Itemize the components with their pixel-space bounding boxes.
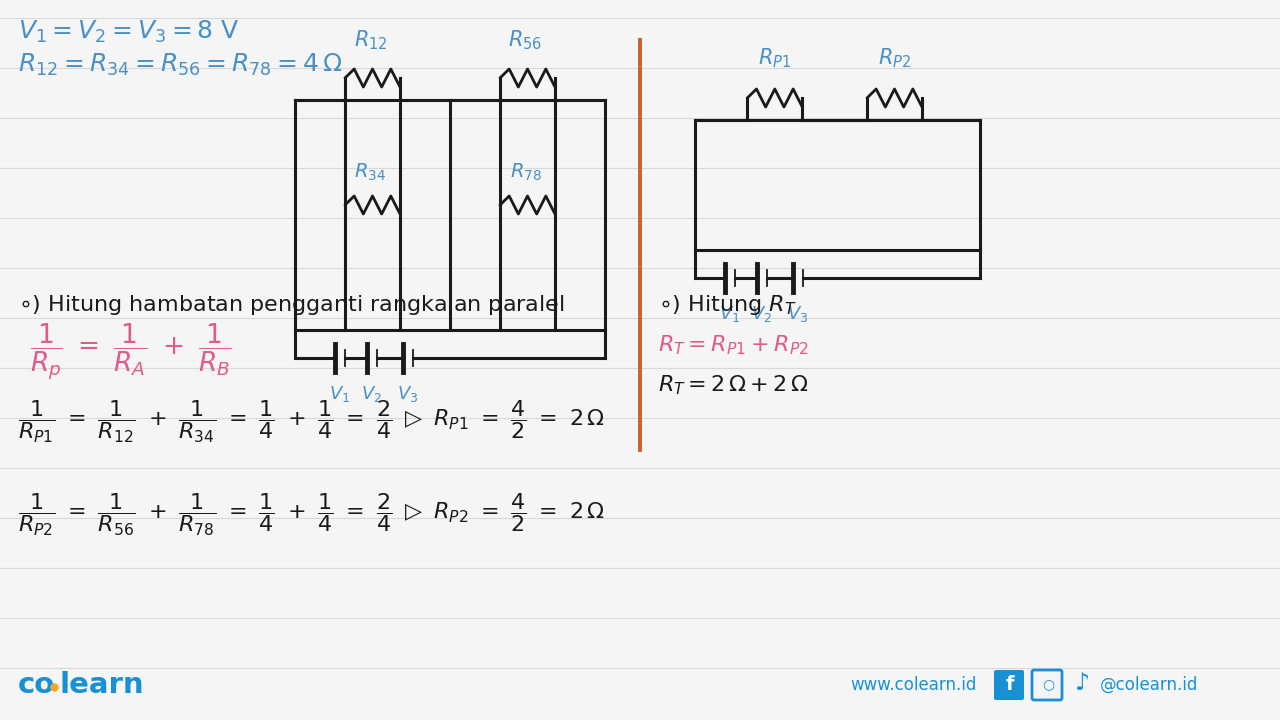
FancyBboxPatch shape [995,670,1024,700]
Text: $\dfrac{1}{R_{P1}}\ =\ \dfrac{1}{R_{12}}\ +\ \dfrac{1}{R_{34}}\ =\ \dfrac{1}{4}\: $\dfrac{1}{R_{P1}}\ =\ \dfrac{1}{R_{12}}… [18,399,605,445]
Text: $V_1 = V_2 = V_3 = 8\ \mathrm{V}$: $V_1 = V_2 = V_3 = 8\ \mathrm{V}$ [18,19,239,45]
Text: $V_3$: $V_3$ [787,304,809,324]
Text: $R_{12}$: $R_{12}$ [353,28,388,52]
Text: $V_2$: $V_2$ [361,384,383,404]
Text: $V_3$: $V_3$ [397,384,419,404]
Text: $R_T = 2\,\Omega + 2\,\Omega$: $R_T = 2\,\Omega + 2\,\Omega$ [658,373,809,397]
Text: ○: ○ [1042,677,1053,691]
Text: co: co [18,671,55,699]
Text: $\circ)\ $Hitung $R_T$: $\circ)\ $Hitung $R_T$ [658,293,796,317]
Text: $R_{12} = R_{34} = R_{56} = R_{78} = 4\,\Omega$: $R_{12} = R_{34} = R_{56} = R_{78} = 4\,… [18,52,342,78]
Text: $R_{34}$: $R_{34}$ [355,162,387,183]
Text: f: f [1006,675,1014,693]
Text: learn: learn [60,671,145,699]
Text: ♪: ♪ [1074,671,1089,695]
Text: $R_{56}$: $R_{56}$ [508,28,543,52]
Text: $\dfrac{1}{R_{P2}}\ =\ \dfrac{1}{R_{56}}\ +\ \dfrac{1}{R_{78}}\ =\ \dfrac{1}{4}\: $\dfrac{1}{R_{P2}}\ =\ \dfrac{1}{R_{56}}… [18,492,605,539]
Text: www.colearn.id: www.colearn.id [850,676,977,694]
Text: $R_{P2}$: $R_{P2}$ [878,46,911,70]
Text: $R_T = R_{P1} + R_{P2}$: $R_T = R_{P1} + R_{P2}$ [658,333,809,357]
Text: $R_{78}$: $R_{78}$ [509,162,541,183]
Text: $R_{P1}$: $R_{P1}$ [758,46,791,70]
Text: $V_2$: $V_2$ [751,304,773,324]
Text: $\dfrac{1}{R_p}\ =\ \dfrac{1}{R_A}\ +\ \dfrac{1}{R_B}$: $\dfrac{1}{R_p}\ =\ \dfrac{1}{R_A}\ +\ \… [29,322,232,382]
Text: $V_1$: $V_1$ [719,304,741,324]
Text: @colearn.id: @colearn.id [1100,676,1198,694]
Text: $\circ)\ $Hitung hambatan pengganti rangkaian paralel: $\circ)\ $Hitung hambatan pengganti rang… [18,293,564,317]
Text: $V_1$: $V_1$ [329,384,351,404]
